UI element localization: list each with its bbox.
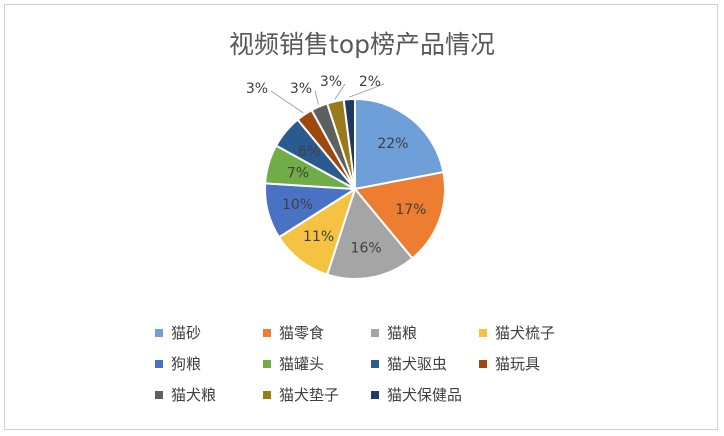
data-label: 3% <box>290 81 312 97</box>
pie-chart: 22% 17% 16% 11% 10% 7% 6% 3% 3% 3% 2% <box>246 74 446 280</box>
legend-swatch <box>155 390 163 399</box>
leader-line <box>314 90 319 105</box>
legend-item: 猫玩具 <box>479 353 540 375</box>
legend-item: 猫罐头 <box>263 353 324 375</box>
legend-label: 猫零食 <box>279 324 325 342</box>
data-label: 10% <box>282 197 313 213</box>
legend-label: 猫罐头 <box>279 355 325 373</box>
legend-label: 猫犬驱虫 <box>387 355 448 373</box>
data-label: 11% <box>303 229 334 245</box>
legend-label: 猫犬梳子 <box>495 324 556 342</box>
leader-line <box>270 90 304 114</box>
legend-item: 狗粮 <box>155 353 201 375</box>
legend-item: 猫砂 <box>155 322 201 344</box>
chart-area: 视频销售top榜产品情况 22% 17% 16% 11% 10% 7% 6% 3% 3% 3% 2%… <box>4 4 718 430</box>
legend-item: 猫犬垫子 <box>263 384 339 406</box>
leader-line <box>349 83 385 98</box>
leader-line <box>334 83 346 100</box>
legend-item: 猫犬粮 <box>155 384 216 406</box>
legend-item: 猫犬梳子 <box>479 322 555 344</box>
legend-swatch <box>371 390 379 399</box>
legend-item: 猫粮 <box>371 322 417 344</box>
legend-label: 猫粮 <box>387 324 418 342</box>
data-label: 22% <box>377 136 408 152</box>
data-label: 6% <box>298 144 320 160</box>
data-label: 3% <box>246 81 268 97</box>
legend-swatch <box>263 390 271 399</box>
legend-swatch <box>479 359 487 368</box>
legend-label: 猫犬保健品 <box>387 386 463 404</box>
data-label: 16% <box>351 240 382 256</box>
pie-slice <box>353 170 446 260</box>
legend-swatch <box>371 328 379 337</box>
data-label: 2% <box>359 74 381 90</box>
legend-item: 猫犬驱虫 <box>371 353 447 375</box>
legend-label: 猫犬垫子 <box>279 386 340 404</box>
legend-label: 猫砂 <box>171 324 202 342</box>
legend-swatch <box>479 328 487 337</box>
pie-slice <box>342 97 356 190</box>
legend-swatch <box>155 328 163 337</box>
legend-swatch <box>371 359 379 368</box>
chart-title: 视频销售top榜产品情况 <box>229 30 495 59</box>
data-label: 7% <box>287 165 309 181</box>
legend-swatch <box>263 328 271 337</box>
legend-item: 猫犬保健品 <box>371 384 462 406</box>
legend-label: 狗粮 <box>171 355 202 373</box>
legend-label: 猫玩具 <box>495 355 541 373</box>
pie-slice <box>354 97 445 191</box>
legend-label: 猫犬粮 <box>171 386 217 404</box>
legend-swatch <box>263 359 271 368</box>
legend-item: 猫零食 <box>263 322 324 344</box>
data-label: 3% <box>320 74 342 90</box>
legend-swatch <box>155 359 163 368</box>
data-label: 17% <box>395 202 426 218</box>
